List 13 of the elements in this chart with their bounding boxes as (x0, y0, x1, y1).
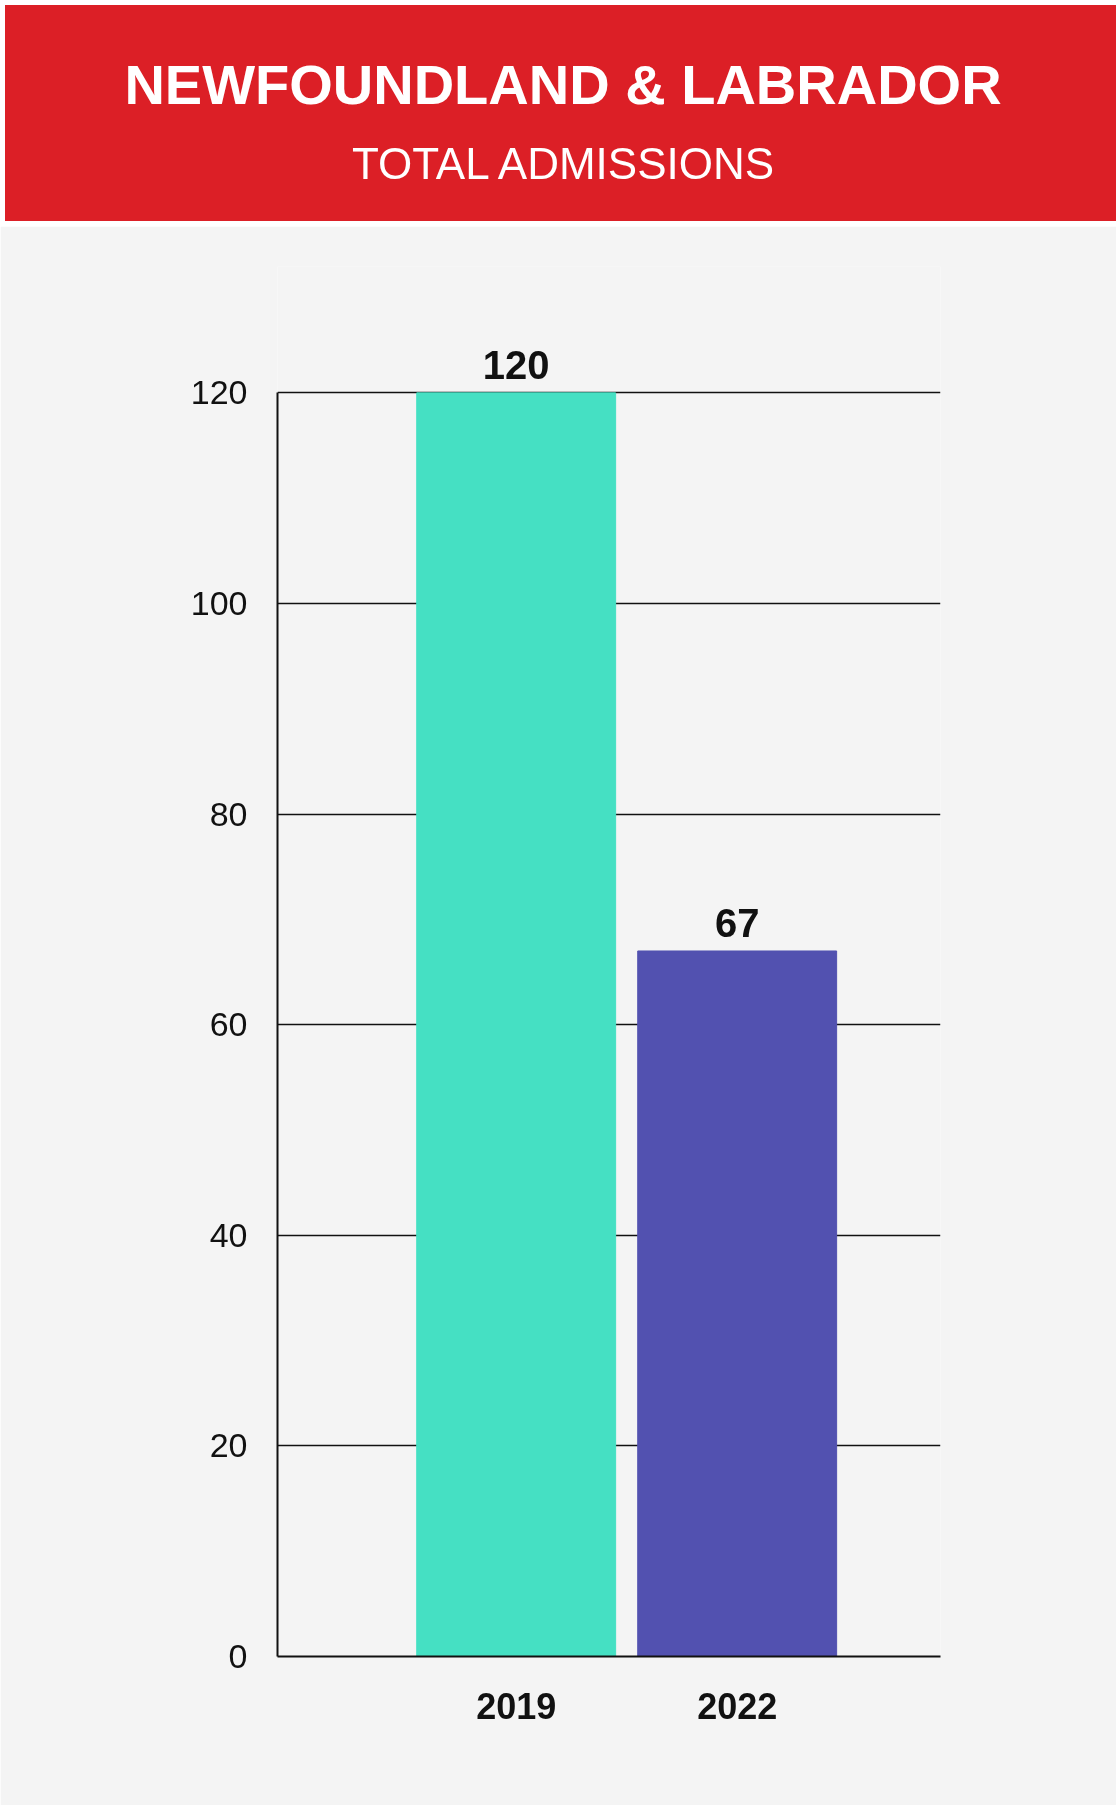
x-tick-label: 2019 (476, 1685, 557, 1727)
chart-subtitle: TOTAL ADMISSIONS (350, 138, 776, 190)
y-tick-label: 80 (209, 794, 248, 833)
data-label: 67 (714, 900, 760, 945)
y-tick-label: 100 (190, 583, 248, 622)
y-tick-label: 60 (209, 1005, 248, 1044)
y-tick-label: 120 (190, 373, 248, 412)
chart-title: NEWFOUNDLAND & LABRADOR (124, 52, 1002, 118)
y-tick-label: 0 (228, 1637, 248, 1675)
y-tick-label: 40 (209, 1215, 248, 1254)
y-tick-label: 20 (209, 1426, 248, 1465)
x-tick-label: 2022 (697, 1685, 778, 1727)
data-label: 120 (482, 342, 550, 387)
